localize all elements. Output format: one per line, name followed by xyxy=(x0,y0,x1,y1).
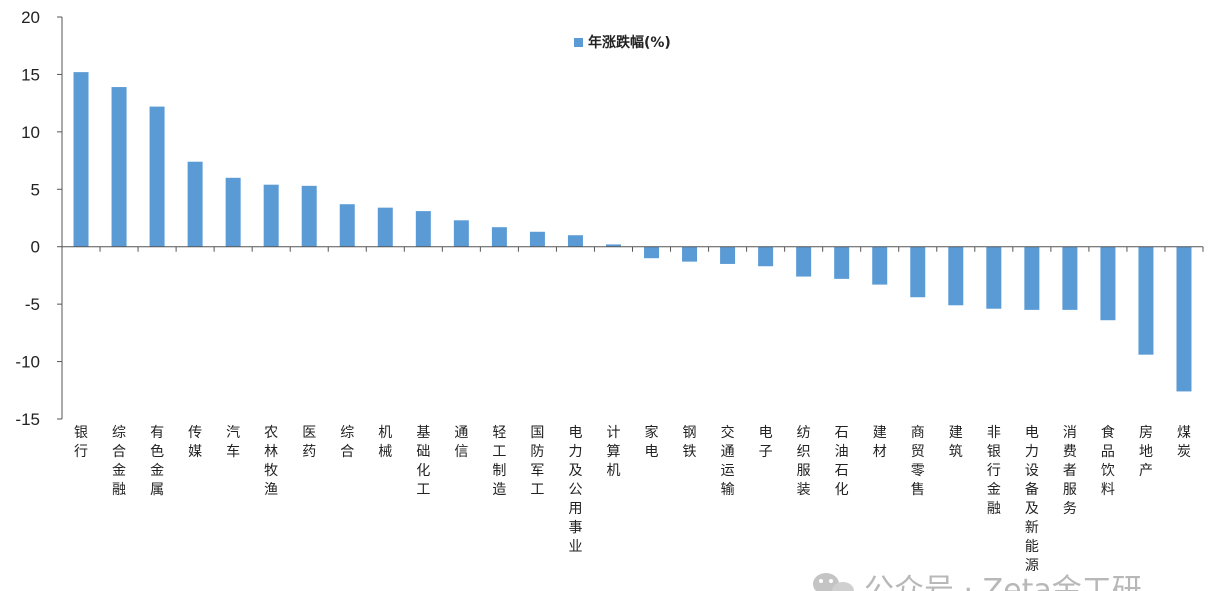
bar xyxy=(1100,246,1116,321)
category-label: 机械 xyxy=(378,425,392,460)
legend-swatch xyxy=(574,38,583,47)
y-tick-label: -15 xyxy=(15,410,40,429)
bar xyxy=(758,246,774,267)
bar xyxy=(834,246,850,279)
category-label: 国防军工 xyxy=(530,425,544,498)
bar xyxy=(73,72,89,247)
category-label: 电力设备及新能源 xyxy=(1025,425,1039,574)
category-label: 建材 xyxy=(873,425,887,460)
y-tick-label: 15 xyxy=(21,65,40,84)
y-tick-label: 20 xyxy=(21,8,40,27)
category-label: 石油石化 xyxy=(835,425,849,498)
bar xyxy=(1062,246,1078,310)
category-label: 消费者服务 xyxy=(1063,425,1077,517)
y-tick-label: -5 xyxy=(25,295,40,314)
category-label: 农林牧渔 xyxy=(264,425,278,498)
category-label: 电力及公用事业 xyxy=(568,425,582,555)
y-tick-label: 0 xyxy=(31,238,40,257)
category-label: 非银行金融 xyxy=(987,425,1001,517)
bar xyxy=(377,207,393,247)
category-label: 计算机 xyxy=(606,425,620,479)
category-label: 综合金融 xyxy=(112,425,126,498)
bar xyxy=(605,244,621,247)
bar xyxy=(796,246,812,277)
category-label: 食品饮料 xyxy=(1101,424,1115,498)
bar xyxy=(948,246,964,306)
bar xyxy=(682,246,698,262)
category-label: 煤炭 xyxy=(1177,425,1191,460)
legend: 年涨跌幅(%) xyxy=(574,34,671,51)
category-label: 商贸零售 xyxy=(911,425,925,498)
bar xyxy=(872,246,888,285)
bar xyxy=(910,246,926,298)
bar xyxy=(339,204,355,247)
bar xyxy=(491,227,507,247)
category-label: 房地产 xyxy=(1139,425,1153,479)
category-label: 传媒 xyxy=(188,425,202,460)
x-axis xyxy=(61,246,1204,252)
category-label: 电子 xyxy=(759,425,773,460)
bar xyxy=(986,246,1002,309)
category-label: 银行 xyxy=(74,425,88,460)
category-label: 纺织服装 xyxy=(797,425,811,498)
bar xyxy=(1024,246,1040,310)
bars xyxy=(73,72,1192,392)
category-label: 通信 xyxy=(454,425,468,460)
bar xyxy=(263,184,279,247)
category-label: 综合 xyxy=(340,425,354,460)
legend-label: 年涨跌幅(%) xyxy=(588,34,671,51)
category-label: 轻工制造 xyxy=(492,425,506,498)
y-tick-label: 10 xyxy=(21,123,40,142)
category-label: 汽车 xyxy=(226,425,240,460)
bar xyxy=(415,211,431,247)
bar xyxy=(567,235,583,247)
category-label: 有色金属 xyxy=(150,425,164,498)
category-label: 交通运输 xyxy=(721,424,735,498)
category-label: 钢铁 xyxy=(683,425,697,460)
category-label: 医药 xyxy=(302,425,316,460)
bar xyxy=(149,106,165,247)
bar xyxy=(644,246,660,259)
bar xyxy=(720,246,736,264)
bar xyxy=(1176,246,1192,392)
bar xyxy=(301,185,317,247)
bar xyxy=(1138,246,1154,355)
bar xyxy=(187,161,203,247)
category-label: 建筑 xyxy=(949,425,963,460)
category-label: 基础化工 xyxy=(416,424,430,498)
bar xyxy=(529,231,545,247)
bar xyxy=(111,87,127,247)
y-tick-label: -10 xyxy=(15,353,40,372)
bar xyxy=(453,220,469,247)
wechat-icon xyxy=(813,573,854,591)
y-tick-label: 5 xyxy=(31,180,40,199)
bar xyxy=(225,177,241,247)
watermark-text: 公众号 · Zeta金工研 xyxy=(864,573,1142,591)
category-label: 家电 xyxy=(645,424,659,460)
watermark: 公众号 · Zeta金工研 xyxy=(813,573,1142,591)
y-axis: 20 15 10 5 0 -5 -10 -15 xyxy=(15,8,63,429)
